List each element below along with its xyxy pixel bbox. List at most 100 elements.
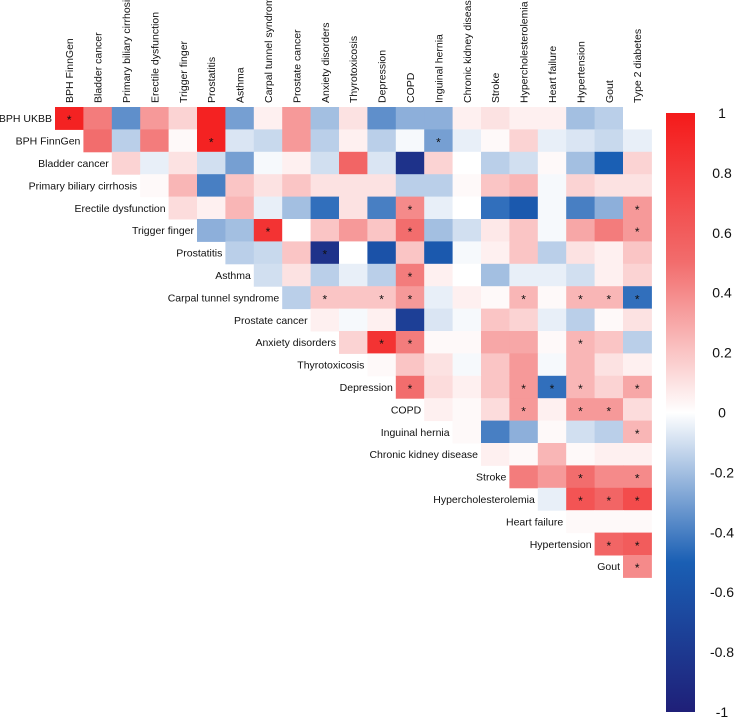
heatmap-cell (537, 443, 567, 466)
significance-marker: * (408, 225, 413, 239)
heatmap-cell (367, 241, 397, 265)
heatmap-cell (566, 129, 596, 153)
colorbar-tick-label: 0.2 (712, 345, 732, 361)
heatmap-cell (197, 151, 226, 175)
heatmap-cell (566, 286, 596, 310)
row-label: BPH UKBB (0, 113, 52, 125)
heatmap-cell (424, 398, 454, 422)
heatmap-cell (367, 331, 397, 354)
column-label: Hypertension (575, 41, 587, 103)
column-label: Asthma (235, 67, 247, 103)
heatmap-cell (623, 443, 652, 466)
significance-marker: * (578, 337, 583, 351)
heatmap-cell (537, 219, 567, 242)
heatmap-cell (197, 107, 226, 130)
heatmap-cell (566, 398, 596, 422)
row-label: Stroke (476, 472, 507, 484)
significance-marker: * (635, 225, 640, 239)
colorbar-tick-label: 0.6 (712, 225, 732, 241)
heatmap-cell (594, 196, 624, 220)
heatmap-cell (253, 129, 283, 153)
row-label: Hypercholesterolemia (433, 494, 535, 506)
heatmap-cell (623, 465, 652, 489)
heatmap-cell (395, 263, 425, 287)
heatmap-cell (339, 219, 368, 242)
heatmap-cell (566, 219, 596, 242)
significance-marker: * (606, 292, 611, 306)
heatmap-cell (594, 219, 624, 242)
significance-marker: * (578, 382, 583, 396)
column-label: Prostatitis (206, 57, 218, 103)
heatmap-cell (594, 107, 624, 130)
heatmap-cell (623, 219, 652, 242)
heatmap-cell (310, 263, 340, 287)
heatmap-cell (310, 286, 340, 310)
heatmap-cell (481, 308, 510, 332)
colorbar-tick-label: -0.8 (710, 644, 734, 660)
significance-marker: * (408, 382, 413, 396)
heatmap-cell (594, 151, 624, 175)
heatmap-cell (481, 375, 510, 399)
heatmap-cell (424, 286, 454, 310)
column-label: Anxiety disorders (320, 22, 332, 103)
heatmap-cell (623, 241, 652, 265)
heatmap-cell (367, 151, 397, 175)
heatmap-cell (566, 465, 596, 489)
heatmap-cell (509, 263, 539, 287)
heatmap-cell (537, 263, 567, 287)
heatmap-cell (424, 219, 454, 242)
heatmap-cell (594, 129, 624, 153)
heatmap-cell (197, 129, 226, 153)
heatmap-cell (395, 353, 425, 377)
heatmap-cell (282, 151, 312, 175)
heatmap-cell (481, 420, 510, 444)
heatmap-cell (339, 196, 368, 220)
heatmap-cell (594, 174, 624, 198)
heatmap-cell (282, 241, 312, 265)
heatmap-cell (282, 174, 312, 198)
significance-marker: * (578, 472, 583, 486)
heatmap-cell (594, 465, 624, 489)
heatmap-cell (253, 107, 283, 130)
colorbar-ticks: 1 0.8 0.6 0.4 0.2 0 -0.2 -0.4 -0.6 -0.8 -1 (710, 105, 734, 717)
significance-marker: * (521, 382, 526, 396)
column-label: Stroke (490, 72, 502, 103)
heatmap-cell (623, 151, 652, 175)
significance-marker: * (635, 494, 640, 508)
heatmap-cell (83, 129, 113, 153)
heatmap-cell (481, 196, 510, 220)
heatmap-cell (623, 286, 652, 310)
heatmap-cell (537, 465, 567, 489)
heatmap-cell (481, 107, 510, 130)
significance-marker: * (635, 203, 640, 217)
heatmap-cell (253, 174, 283, 198)
heatmap-cell (310, 174, 340, 198)
heatmap-cell (395, 129, 425, 153)
heatmap-cell (537, 375, 567, 399)
heatmap-cell (594, 241, 624, 265)
heatmap-cell (509, 353, 539, 377)
heatmap-cell (168, 196, 198, 220)
heatmap-cell (424, 263, 454, 287)
heatmap-cell (509, 151, 539, 175)
heatmap-cell (566, 241, 596, 265)
heatmap-cell (509, 286, 539, 310)
colorbar-gradient (666, 113, 695, 712)
heatmap-cell (566, 174, 596, 198)
significance-marker: * (521, 292, 526, 306)
significance-marker: * (266, 225, 271, 239)
heatmap-cell (594, 353, 624, 377)
heatmap-cell (111, 129, 141, 153)
heatmap-cell (537, 174, 567, 198)
heatmap-cell (594, 263, 624, 287)
colorbar-tick-label: 0.4 (712, 285, 732, 301)
significance-marker: * (379, 337, 384, 351)
heatmap-cell (395, 375, 425, 399)
column-label: Depression (377, 50, 389, 103)
heatmap-cell (623, 487, 652, 511)
heatmap-cell (452, 219, 482, 242)
row-label: Prostate cancer (234, 315, 308, 327)
significance-marker: * (67, 113, 72, 127)
significance-marker: * (635, 561, 640, 575)
heatmap-cell (566, 443, 596, 466)
